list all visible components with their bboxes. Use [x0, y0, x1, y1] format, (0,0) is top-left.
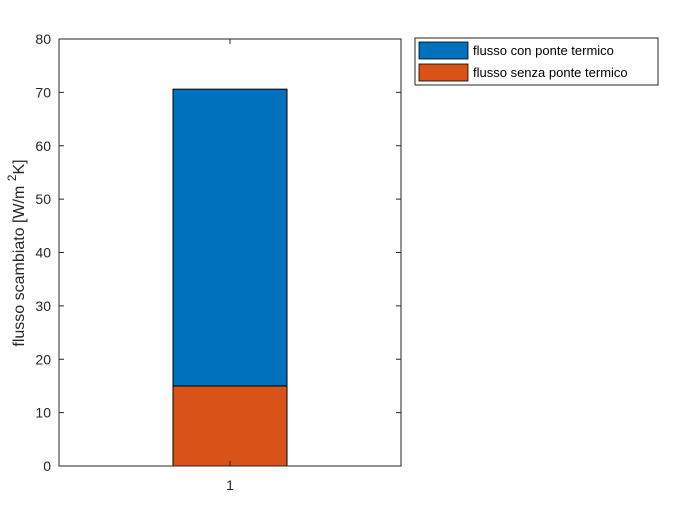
- legend-swatch-senza: [418, 63, 469, 82]
- legend-label-senza: flusso senza ponte termico: [473, 65, 628, 80]
- legend: flusso con ponte termico flusso senza po…: [414, 37, 659, 86]
- x-tick-label: 1: [226, 477, 234, 493]
- legend-label-con: flusso con ponte termico: [473, 43, 614, 58]
- y-tick-label: 30: [35, 298, 51, 314]
- y-tick-label: 10: [35, 405, 51, 421]
- y-tick-label: 50: [35, 191, 51, 207]
- y-tick-label: 40: [35, 245, 51, 261]
- y-tick-label: 70: [35, 84, 51, 100]
- bar-segment-senza: [172, 385, 288, 467]
- y-axis-label-superscript: 2: [5, 174, 19, 181]
- y-axis-label: flusso scambiato [W/m 2K]: [5, 159, 28, 346]
- y-tick-label: 60: [35, 138, 51, 154]
- y-tick-label: 20: [35, 351, 51, 367]
- y-axis-ticks: 0 10 20 30 40 50 60 70 80: [35, 31, 401, 474]
- y-axis-label-main: flusso scambiato [W/m: [11, 181, 28, 346]
- y-tick-label: 80: [35, 31, 51, 47]
- legend-swatch-con: [418, 41, 469, 60]
- y-axis-label-tail: K]: [11, 159, 28, 174]
- bar-segment-con: [172, 88, 288, 387]
- plot-area: [58, 38, 402, 467]
- y-tick-label: 0: [43, 458, 51, 474]
- x-axis-ticks: 1: [226, 39, 234, 493]
